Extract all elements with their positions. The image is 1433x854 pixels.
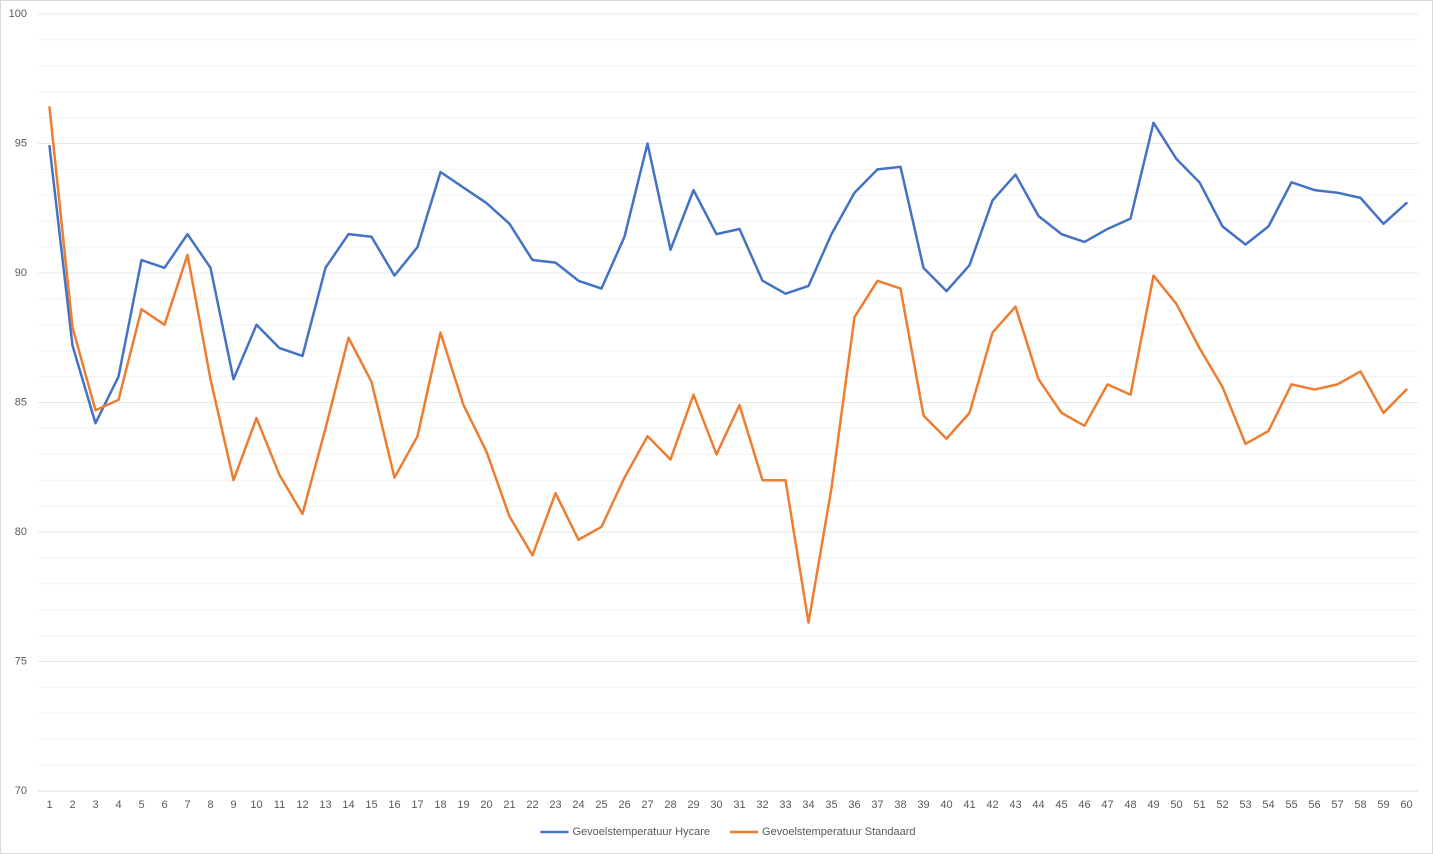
y-tick-label: 85 — [15, 396, 27, 408]
x-tick-label: 46 — [1078, 799, 1090, 811]
x-tick-label: 42 — [986, 799, 998, 811]
y-tick-label: 80 — [15, 526, 27, 538]
x-tick-label: 1 — [46, 799, 52, 811]
x-tick-label: 23 — [549, 799, 561, 811]
x-tick-label: 32 — [756, 799, 768, 811]
x-tick-label: 24 — [572, 799, 584, 811]
x-tick-label: 22 — [526, 799, 538, 811]
x-tick-label: 52 — [1216, 799, 1228, 811]
x-tick-label: 28 — [664, 799, 676, 811]
x-tick-label: 31 — [733, 799, 745, 811]
x-tick-label: 43 — [1009, 799, 1021, 811]
x-tick-label: 57 — [1331, 799, 1343, 811]
x-tick-label: 38 — [894, 799, 906, 811]
x-tick-label: 53 — [1239, 799, 1251, 811]
x-tick-label: 11 — [274, 799, 285, 811]
y-tick-label: 90 — [15, 267, 27, 279]
legend-label: Gevoelstemperatuur Standaard — [762, 826, 915, 838]
x-tick-label: 3 — [92, 799, 98, 811]
y-tick-label: 100 — [9, 8, 27, 20]
x-tick-label: 50 — [1170, 799, 1182, 811]
legend-label: Gevoelstemperatuur Hycare — [572, 826, 710, 838]
y-tick-label: 75 — [15, 655, 27, 667]
x-tick-label: 16 — [388, 799, 400, 811]
x-tick-label: 36 — [848, 799, 860, 811]
x-tick-label: 54 — [1262, 799, 1274, 811]
x-tick-label: 47 — [1101, 799, 1113, 811]
line-series — [48, 105, 1408, 624]
x-tick-label: 7 — [184, 799, 190, 811]
x-tick-label: 26 — [618, 799, 630, 811]
x-tick-label: 15 — [365, 799, 377, 811]
x-tick-label: 9 — [230, 799, 236, 811]
x-tick-label: 10 — [250, 799, 262, 811]
x-tick-label: 29 — [687, 799, 699, 811]
x-tick-label: 55 — [1285, 799, 1297, 811]
line-series — [48, 121, 1408, 425]
x-tick-label: 30 — [710, 799, 722, 811]
x-tick-label: 20 — [480, 799, 492, 811]
x-tick-label: 59 — [1377, 799, 1389, 811]
x-tick-label: 48 — [1124, 799, 1136, 811]
x-tick-label: 44 — [1032, 799, 1044, 811]
x-tick-label: 33 — [779, 799, 791, 811]
x-tick-label: 18 — [434, 799, 446, 811]
x-tick-label: 13 — [319, 799, 331, 811]
x-tick-label: 56 — [1308, 799, 1320, 811]
x-tick-label: 27 — [641, 799, 653, 811]
x-tick-label: 58 — [1354, 799, 1366, 811]
x-tick-label: 41 — [963, 799, 975, 811]
x-tick-label: 12 — [296, 799, 308, 811]
x-tick-label: 2 — [69, 799, 75, 811]
x-tick-label: 14 — [342, 799, 354, 811]
x-tick-label: 49 — [1147, 799, 1159, 811]
y-tick-label: 95 — [15, 137, 27, 149]
x-tick-label: 39 — [917, 799, 929, 811]
x-tick-label: 60 — [1400, 799, 1412, 811]
x-tick-label: 4 — [115, 799, 121, 811]
x-tick-label: 5 — [138, 799, 144, 811]
x-tick-label: 21 — [503, 799, 515, 811]
y-tick-label: 70 — [15, 785, 27, 797]
x-tick-label: 8 — [207, 799, 213, 811]
x-tick-label: 51 — [1193, 799, 1205, 811]
x-tick-label: 17 — [411, 799, 423, 811]
x-tick-label: 19 — [457, 799, 469, 811]
x-tick-label: 34 — [802, 799, 814, 811]
x-tick-label: 37 — [871, 799, 883, 811]
x-tick-label: 35 — [825, 799, 837, 811]
x-tick-label: 40 — [940, 799, 952, 811]
x-tick-label: 45 — [1055, 799, 1067, 811]
x-tick-label: 6 — [161, 799, 167, 811]
x-tick-label: 25 — [595, 799, 607, 811]
